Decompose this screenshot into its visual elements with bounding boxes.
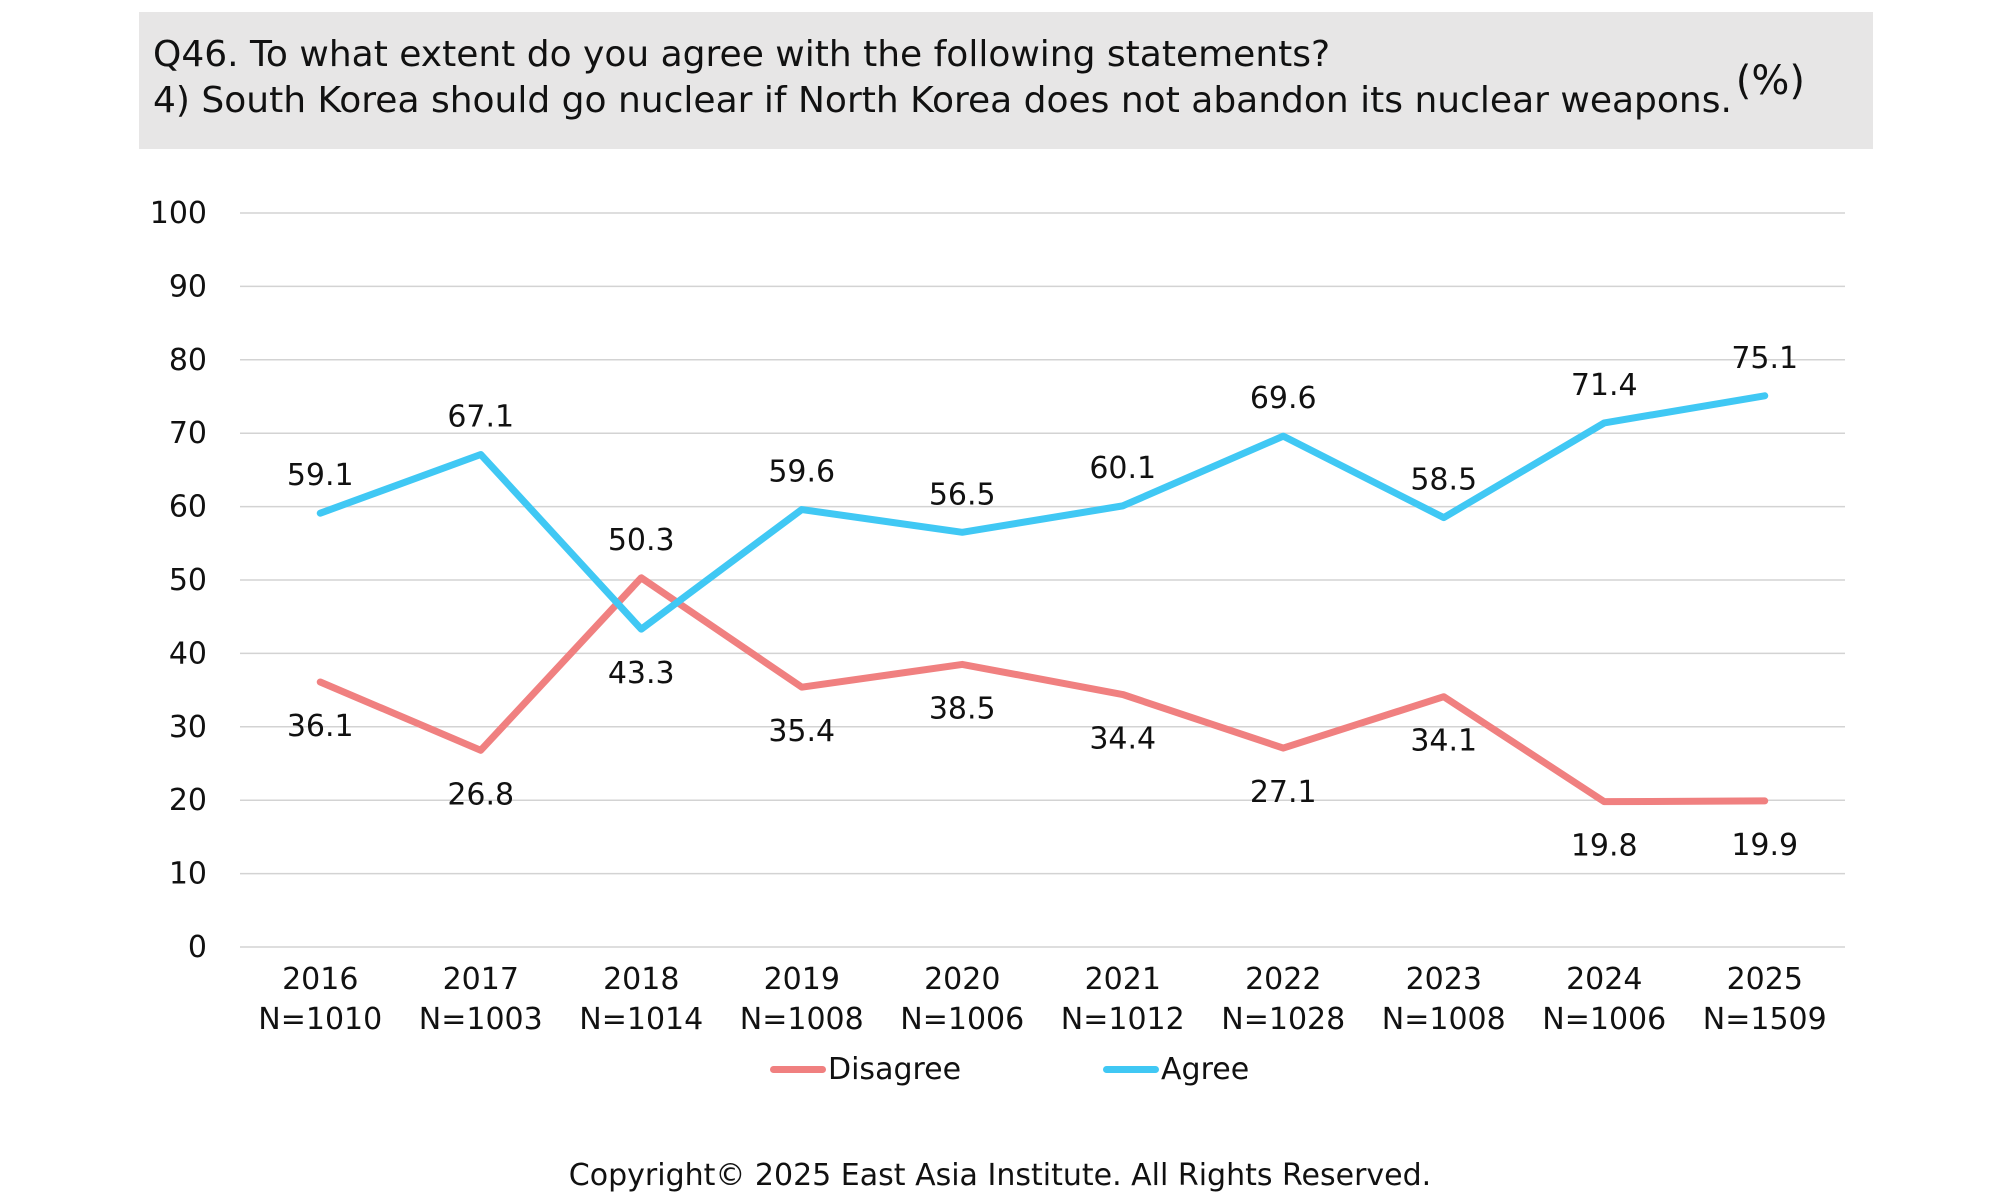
y-tick-label: 60 xyxy=(169,490,207,525)
x-tick-label: 2021 xyxy=(1085,962,1161,997)
line-chart: 0 10 20 30 40 50 60 70 80 90 100 2016 N=1010 2017 N=1… xyxy=(150,196,1845,1037)
series-lines xyxy=(316,392,1769,806)
y-tick-label: 90 xyxy=(169,269,207,304)
data-label-agree: 67.1 xyxy=(447,399,514,434)
data-label-disagree: 27.1 xyxy=(1250,775,1317,810)
x-tick-label: 2019 xyxy=(764,962,840,997)
legend-label-disagree: Disagree xyxy=(828,1052,962,1087)
data-label-disagree: 35.4 xyxy=(768,714,835,749)
x-sample-size-label: N=1008 xyxy=(740,1002,864,1037)
data-label-disagree: 34.1 xyxy=(1410,724,1477,759)
legend-swatch-disagree xyxy=(770,1066,826,1073)
y-tick-label: 30 xyxy=(169,710,207,745)
chart-header: Q46. To what extent do you agree with th… xyxy=(139,12,1873,149)
x-tick-label: 2024 xyxy=(1566,962,1642,997)
legend-item-agree: Agree xyxy=(1103,1052,1249,1087)
legend-item-disagree: Disagree xyxy=(770,1052,961,1087)
data-labels: 36.1 26.8 50.3 35.4 38.5 34.4 27.1 34.1 19.8 19.9… xyxy=(287,341,1798,864)
y-tick-label: 100 xyxy=(150,196,207,231)
unit-label: (%) xyxy=(1735,58,1805,104)
x-sample-size-label: N=1028 xyxy=(1221,1002,1345,1037)
data-label-disagree: 50.3 xyxy=(608,523,675,558)
gridlines xyxy=(240,212,1845,948)
question-text: Q46. To what extent do you agree with th… xyxy=(153,34,1331,75)
data-label-agree: 75.1 xyxy=(1731,341,1798,376)
data-label-disagree: 36.1 xyxy=(287,709,354,744)
x-tick-label: 2022 xyxy=(1245,962,1321,997)
legend: Disagree Agree xyxy=(0,1052,2000,1096)
x-sample-size-label: N=1006 xyxy=(900,1002,1024,1037)
y-tick-label: 10 xyxy=(169,857,207,892)
y-tick-label: 20 xyxy=(169,783,207,818)
x-sample-size-label: N=1014 xyxy=(579,1002,703,1037)
x-sample-size-label: N=1003 xyxy=(419,1002,543,1037)
data-label-agree: 69.6 xyxy=(1250,381,1317,416)
series-line-disagree xyxy=(316,574,1769,806)
x-tick-label: 2018 xyxy=(603,962,679,997)
data-label-agree: 58.5 xyxy=(1410,463,1477,498)
data-label-disagree: 38.5 xyxy=(929,691,996,726)
series-line-agree xyxy=(316,392,1769,633)
statement-text: 4) South Korea should go nuclear if Nort… xyxy=(153,80,1732,121)
data-label-agree: 71.4 xyxy=(1571,368,1638,403)
x-axis-ticks: 2016 N=1010 2017 N=1003 2018 N=1014 2019 N=1008… xyxy=(258,962,1826,1037)
copyright-footer: Copyright© 2025 East Asia Institute. All… xyxy=(568,1158,1432,1193)
x-tick-label: 2023 xyxy=(1406,962,1482,997)
x-sample-size-label: N=1012 xyxy=(1061,1002,1185,1037)
data-label-agree: 59.1 xyxy=(287,458,354,493)
x-sample-size-label: N=1010 xyxy=(258,1002,382,1037)
x-sample-size-label: N=1006 xyxy=(1542,1002,1666,1037)
data-label-agree: 43.3 xyxy=(608,656,675,691)
y-axis-ticks: 0 10 20 30 40 50 60 70 80 90 100 xyxy=(150,196,207,965)
data-label-disagree: 19.9 xyxy=(1731,828,1798,863)
y-tick-label: 50 xyxy=(169,563,207,598)
data-label-disagree: 34.4 xyxy=(1089,722,1156,757)
x-tick-label: 2016 xyxy=(282,962,358,997)
x-tick-label: 2025 xyxy=(1727,962,1803,997)
y-tick-label: 40 xyxy=(169,636,207,671)
y-tick-label: 70 xyxy=(169,416,207,451)
x-sample-size-label: N=1509 xyxy=(1703,1002,1827,1037)
x-sample-size-label: N=1008 xyxy=(1382,1002,1506,1037)
data-label-agree: 56.5 xyxy=(929,477,996,512)
legend-label-agree: Agree xyxy=(1161,1052,1250,1087)
x-tick-label: 2017 xyxy=(443,962,519,997)
data-label-disagree: 26.8 xyxy=(447,777,514,812)
data-label-disagree: 19.8 xyxy=(1571,829,1638,864)
legend-swatch-agree xyxy=(1103,1066,1159,1073)
data-label-agree: 60.1 xyxy=(1089,451,1156,486)
data-label-agree: 59.6 xyxy=(768,455,835,490)
x-tick-label: 2020 xyxy=(924,962,1000,997)
y-tick-label: 0 xyxy=(188,930,207,965)
y-tick-label: 80 xyxy=(169,343,207,378)
